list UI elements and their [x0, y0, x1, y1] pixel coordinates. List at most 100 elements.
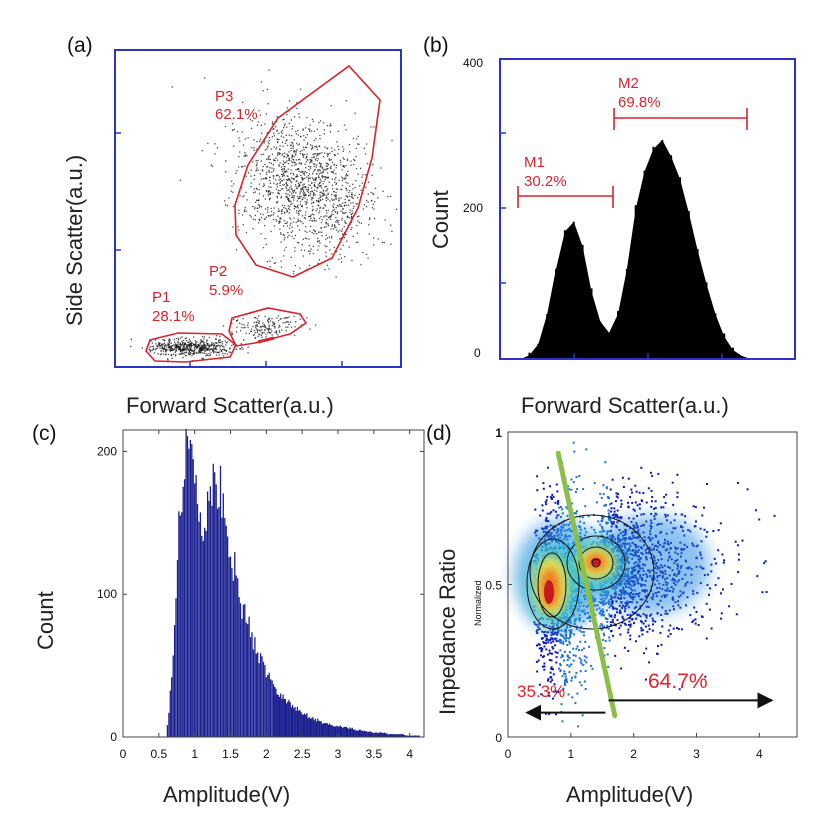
scatter-point: [306, 201, 308, 203]
scatter-point: [319, 242, 321, 244]
scatter-point: [300, 188, 302, 190]
scatter-point: [346, 174, 348, 176]
scatter-point: [316, 208, 318, 210]
scatter-point: [290, 256, 292, 258]
scatter-point: [556, 502, 559, 505]
scatter-point: [328, 181, 330, 183]
scatter-point: [201, 357, 203, 360]
scatter-point: [178, 347, 181, 350]
scatter-point: [254, 317, 256, 319]
scatter-point: [330, 165, 332, 168]
scatter-point: [238, 209, 240, 211]
scatter-point: [285, 161, 287, 163]
scatter-point: [299, 200, 302, 203]
scatter-point: [333, 191, 335, 193]
scatter-point: [288, 159, 291, 161]
scatter-point: [300, 171, 302, 173]
scatter-point: [210, 351, 212, 354]
scatter-point: [560, 516, 562, 518]
scatter-point: [642, 492, 645, 494]
scatter-point: [245, 154, 247, 156]
scatter-point: [214, 153, 216, 155]
scatter-point: [305, 226, 307, 228]
scatter-point: [242, 348, 244, 350]
scatter-point: [601, 528, 604, 531]
scatter-point: [286, 153, 288, 155]
scatter-point: [607, 495, 609, 498]
scatter-point: [353, 163, 355, 166]
scatter-point: [293, 155, 295, 158]
scatter-point: [269, 193, 271, 195]
scatter-point: [335, 251, 337, 253]
scatter-point: [273, 182, 275, 184]
scatter-point: [321, 177, 323, 179]
scatter-point: [570, 478, 573, 481]
scatter-point: [185, 337, 187, 339]
scatter-point: [170, 342, 172, 344]
scatter-point: [563, 659, 565, 662]
scatter-point: [318, 259, 320, 261]
scatter-point: [292, 146, 294, 148]
scatter-point: [320, 172, 322, 174]
scatter-point: [340, 237, 342, 239]
scatter-point: [545, 503, 548, 506]
scatter-point: [236, 170, 238, 172]
scatter-point: [316, 128, 318, 130]
scatter-point: [312, 229, 315, 231]
scatter-point: [616, 619, 619, 622]
scatter-point: [650, 512, 653, 515]
scatter-point: [574, 654, 577, 657]
scatter-point: [280, 210, 283, 212]
scatter-point: [254, 219, 256, 221]
scatter-point: [205, 349, 208, 351]
scatter-point: [608, 515, 611, 518]
scatter-point: [158, 345, 161, 347]
scatter-point: [243, 324, 245, 326]
scatter-point: [355, 241, 358, 244]
scatter-point: [236, 320, 238, 322]
scatter-point: [253, 321, 255, 323]
panel-b: (b) Count 400 200 0 M1 30.2% M2 69.8%: [423, 34, 796, 418]
scatter-point: [176, 347, 178, 349]
scatter-point: [293, 270, 295, 273]
scatter-point: [315, 166, 317, 168]
scatter-point: [170, 345, 173, 347]
scatter-point: [603, 504, 606, 507]
scatter-point: [280, 266, 283, 268]
scatter-point: [194, 348, 196, 350]
scatter-point: [231, 180, 233, 182]
scatter-point: [184, 349, 186, 351]
scatter-point: [295, 133, 297, 135]
scatter-point: [295, 221, 297, 224]
scatter-point: [603, 602, 605, 605]
scatter-point: [606, 624, 609, 627]
scatter-point: [293, 217, 295, 219]
scatter-point: [599, 523, 602, 526]
scatter-point: [717, 549, 720, 552]
scatter-point: [632, 508, 635, 511]
scatter-point: [292, 144, 294, 146]
marker-m1-percent: 30.2%: [524, 173, 567, 190]
scatter-point: [320, 180, 322, 182]
scatter-point: [607, 665, 610, 668]
scatter-point: [358, 193, 360, 196]
scatter-point: [239, 195, 241, 197]
scatter-point: [311, 213, 314, 215]
scatter-point: [282, 153, 284, 155]
scatter-point: [177, 346, 179, 349]
scatter-point: [667, 629, 670, 632]
scatter-point: [298, 214, 300, 216]
scatter-point: [714, 562, 717, 565]
scatter-point: [317, 154, 319, 156]
scatter-point: [193, 353, 196, 355]
scatter-point: [689, 614, 692, 617]
scatter-point: [213, 342, 215, 345]
scatter-point: [619, 609, 622, 612]
scatter-point: [576, 488, 579, 491]
scatter-point: [173, 344, 175, 346]
scatter-point: [630, 488, 633, 491]
scatter-point: [242, 166, 244, 168]
scatter-point: [286, 156, 288, 158]
scatter-point: [216, 345, 218, 347]
scatter-point: [638, 635, 641, 638]
